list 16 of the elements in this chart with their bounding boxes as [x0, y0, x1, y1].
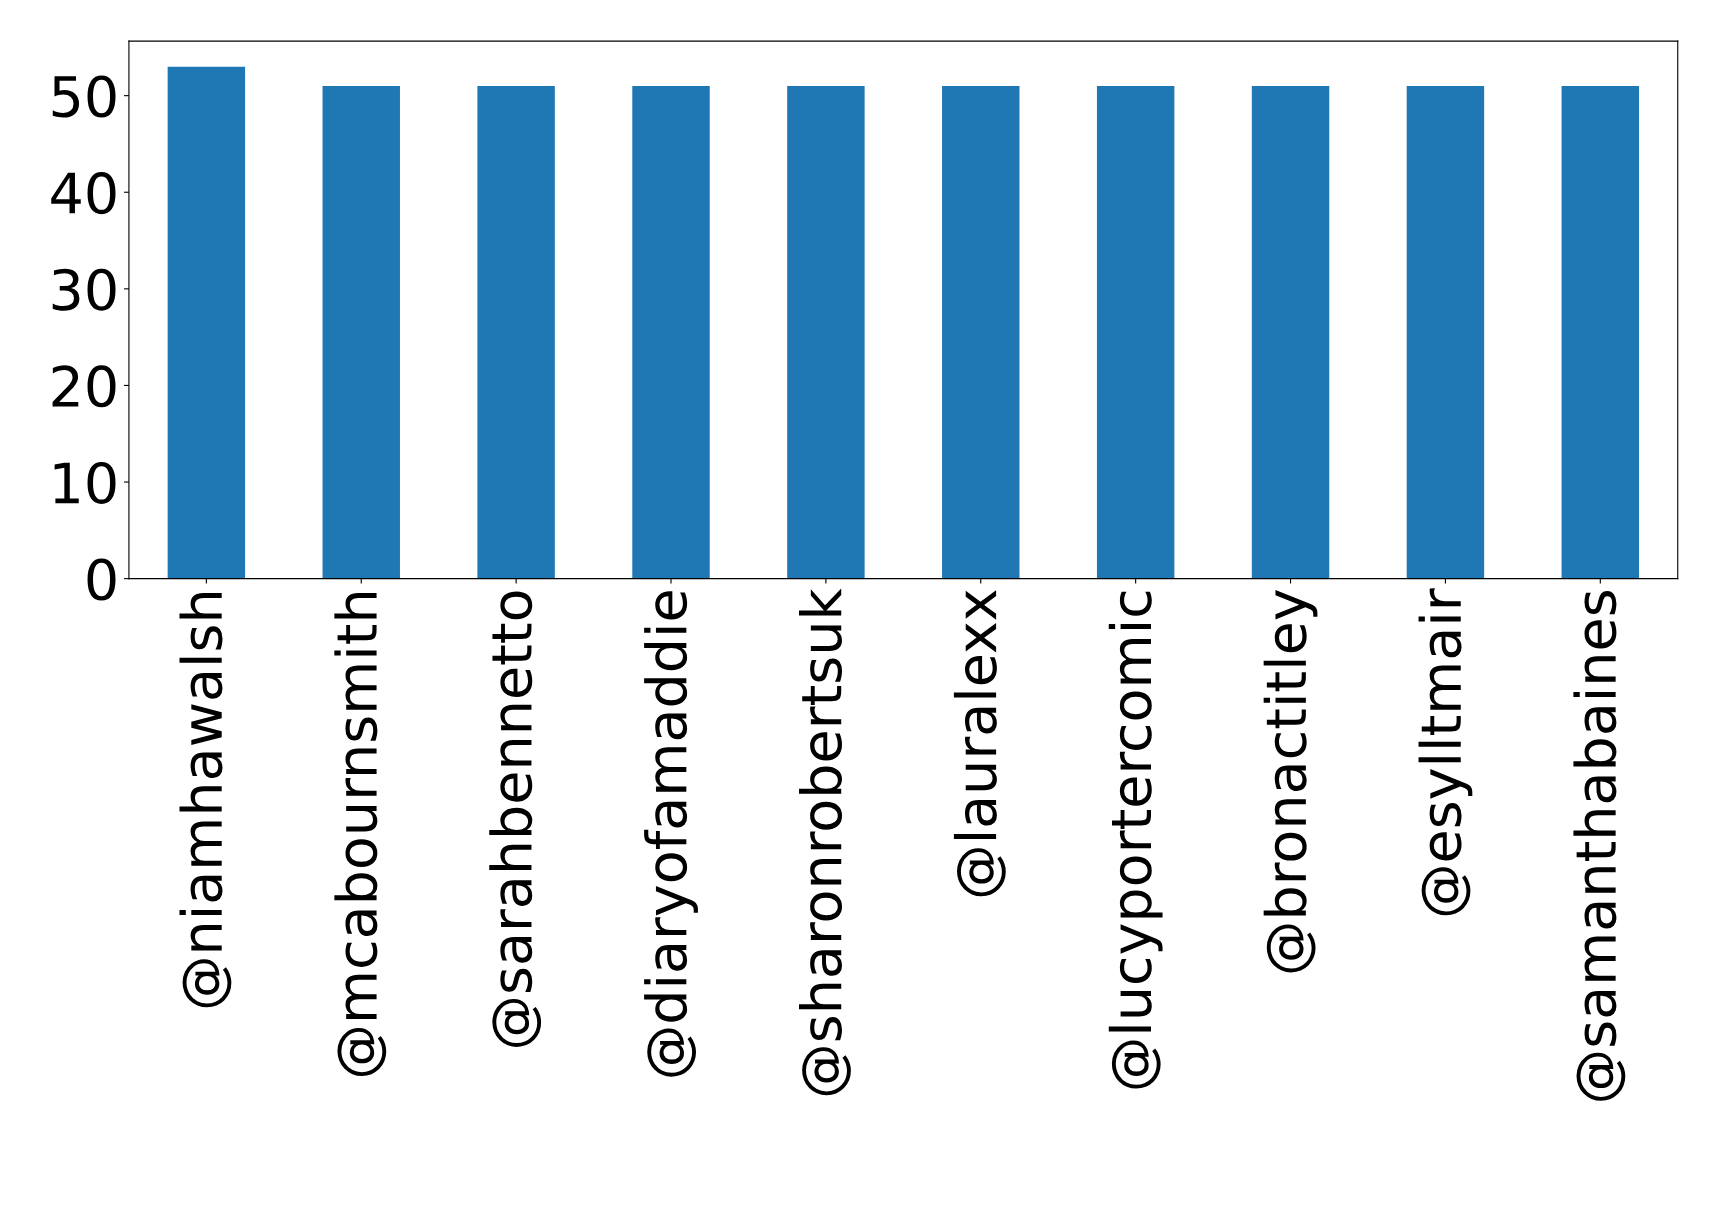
x-tick-label: @lucyportercomic	[1108, 591, 1163, 1089]
y-tick-label: 40	[51, 172, 116, 215]
x-tick-label: @esylltmair	[1418, 588, 1473, 916]
x-tick-label: @niamhawalsh	[179, 593, 232, 1008]
x-tick-label: @diaryofamaddie	[644, 591, 698, 1077]
x-tick-label: @mcabournsmith	[334, 593, 387, 1076]
y-tick-label: 20	[52, 365, 116, 408]
y-tick-label: 0	[87, 558, 116, 601]
y-tick-label: 10	[54, 461, 116, 504]
x-tick-label: @samanthabaines	[1573, 591, 1626, 1101]
x-tick-label: @sharonrobertsuk	[799, 588, 851, 1096]
x-tick-label: @bronactitley	[1263, 590, 1318, 973]
x-tick-label: @sarahbennetto	[489, 591, 542, 1047]
y-tick-label: 50	[52, 75, 116, 118]
y-tick-label: 30	[52, 268, 116, 311]
x-tick-label: @lauralexx	[953, 590, 1006, 897]
